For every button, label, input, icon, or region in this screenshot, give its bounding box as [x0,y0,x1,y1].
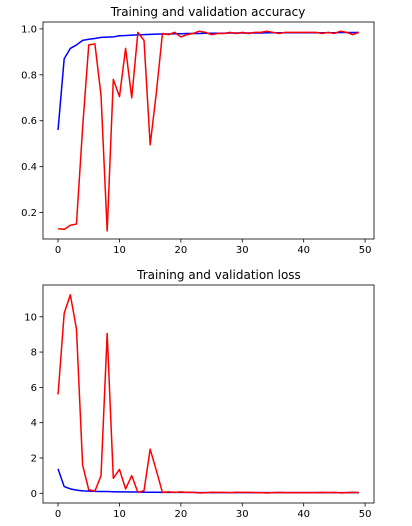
loss-series-1-line [57,293,359,494]
accuracy-chart: Training and validation accuracy 0 10 20 30… [21,5,375,256]
loss-axes-frame [42,284,375,504]
loss-xtick-label: 20 [174,509,187,520]
accuracy-xtick-label: 50 [359,245,372,256]
loss-plot-area: 0 10 20 30 40 50 0 2 4 6 8 10 [24,293,372,520]
accuracy-plot-area: 0 10 20 30 40 50 0.2 0.4 0.6 0.8 1.0 [21,24,371,256]
accuracy-xtick-label: 20 [174,245,187,256]
loss-ytick-label: 8 [31,348,37,359]
accuracy-xtick-label: 0 [55,245,61,256]
accuracy-ytick-label: 0.6 [21,116,37,127]
loss-xtick-label: 0 [55,509,61,520]
loss-chart-title: Training and validation loss [136,268,301,282]
loss-ytick-label: 4 [31,418,37,429]
accuracy-xtick-label: 30 [236,245,249,256]
accuracy-chart-title: Training and validation accuracy [110,5,306,19]
loss-xtick-label: 10 [113,509,126,520]
loss-ytick-label: 2 [31,453,37,464]
accuracy-series-0-line [57,31,359,130]
loss-ytick-label: 10 [24,312,37,323]
accuracy-xtick-label: 40 [297,245,310,256]
loss-xtick-label: 40 [297,509,310,520]
loss-ytick-label: 6 [31,383,37,394]
loss-chart: Training and validation loss 0 10 20 30 40 50… [24,268,375,520]
accuracy-axes-frame [42,21,375,240]
loss-xtick-label: 50 [359,509,372,520]
loss-ytick-label: 0 [31,489,37,500]
loss-series-0-line [57,468,359,494]
accuracy-xtick-label: 10 [113,245,126,256]
accuracy-ytick-label: 0.2 [21,208,37,219]
accuracy-ytick-label: 0.8 [21,70,37,81]
accuracy-series-1-line [57,30,360,232]
loss-xtick-label: 30 [236,509,249,520]
accuracy-ytick-label: 0.4 [21,162,37,173]
accuracy-ytick-label: 1.0 [21,24,37,35]
